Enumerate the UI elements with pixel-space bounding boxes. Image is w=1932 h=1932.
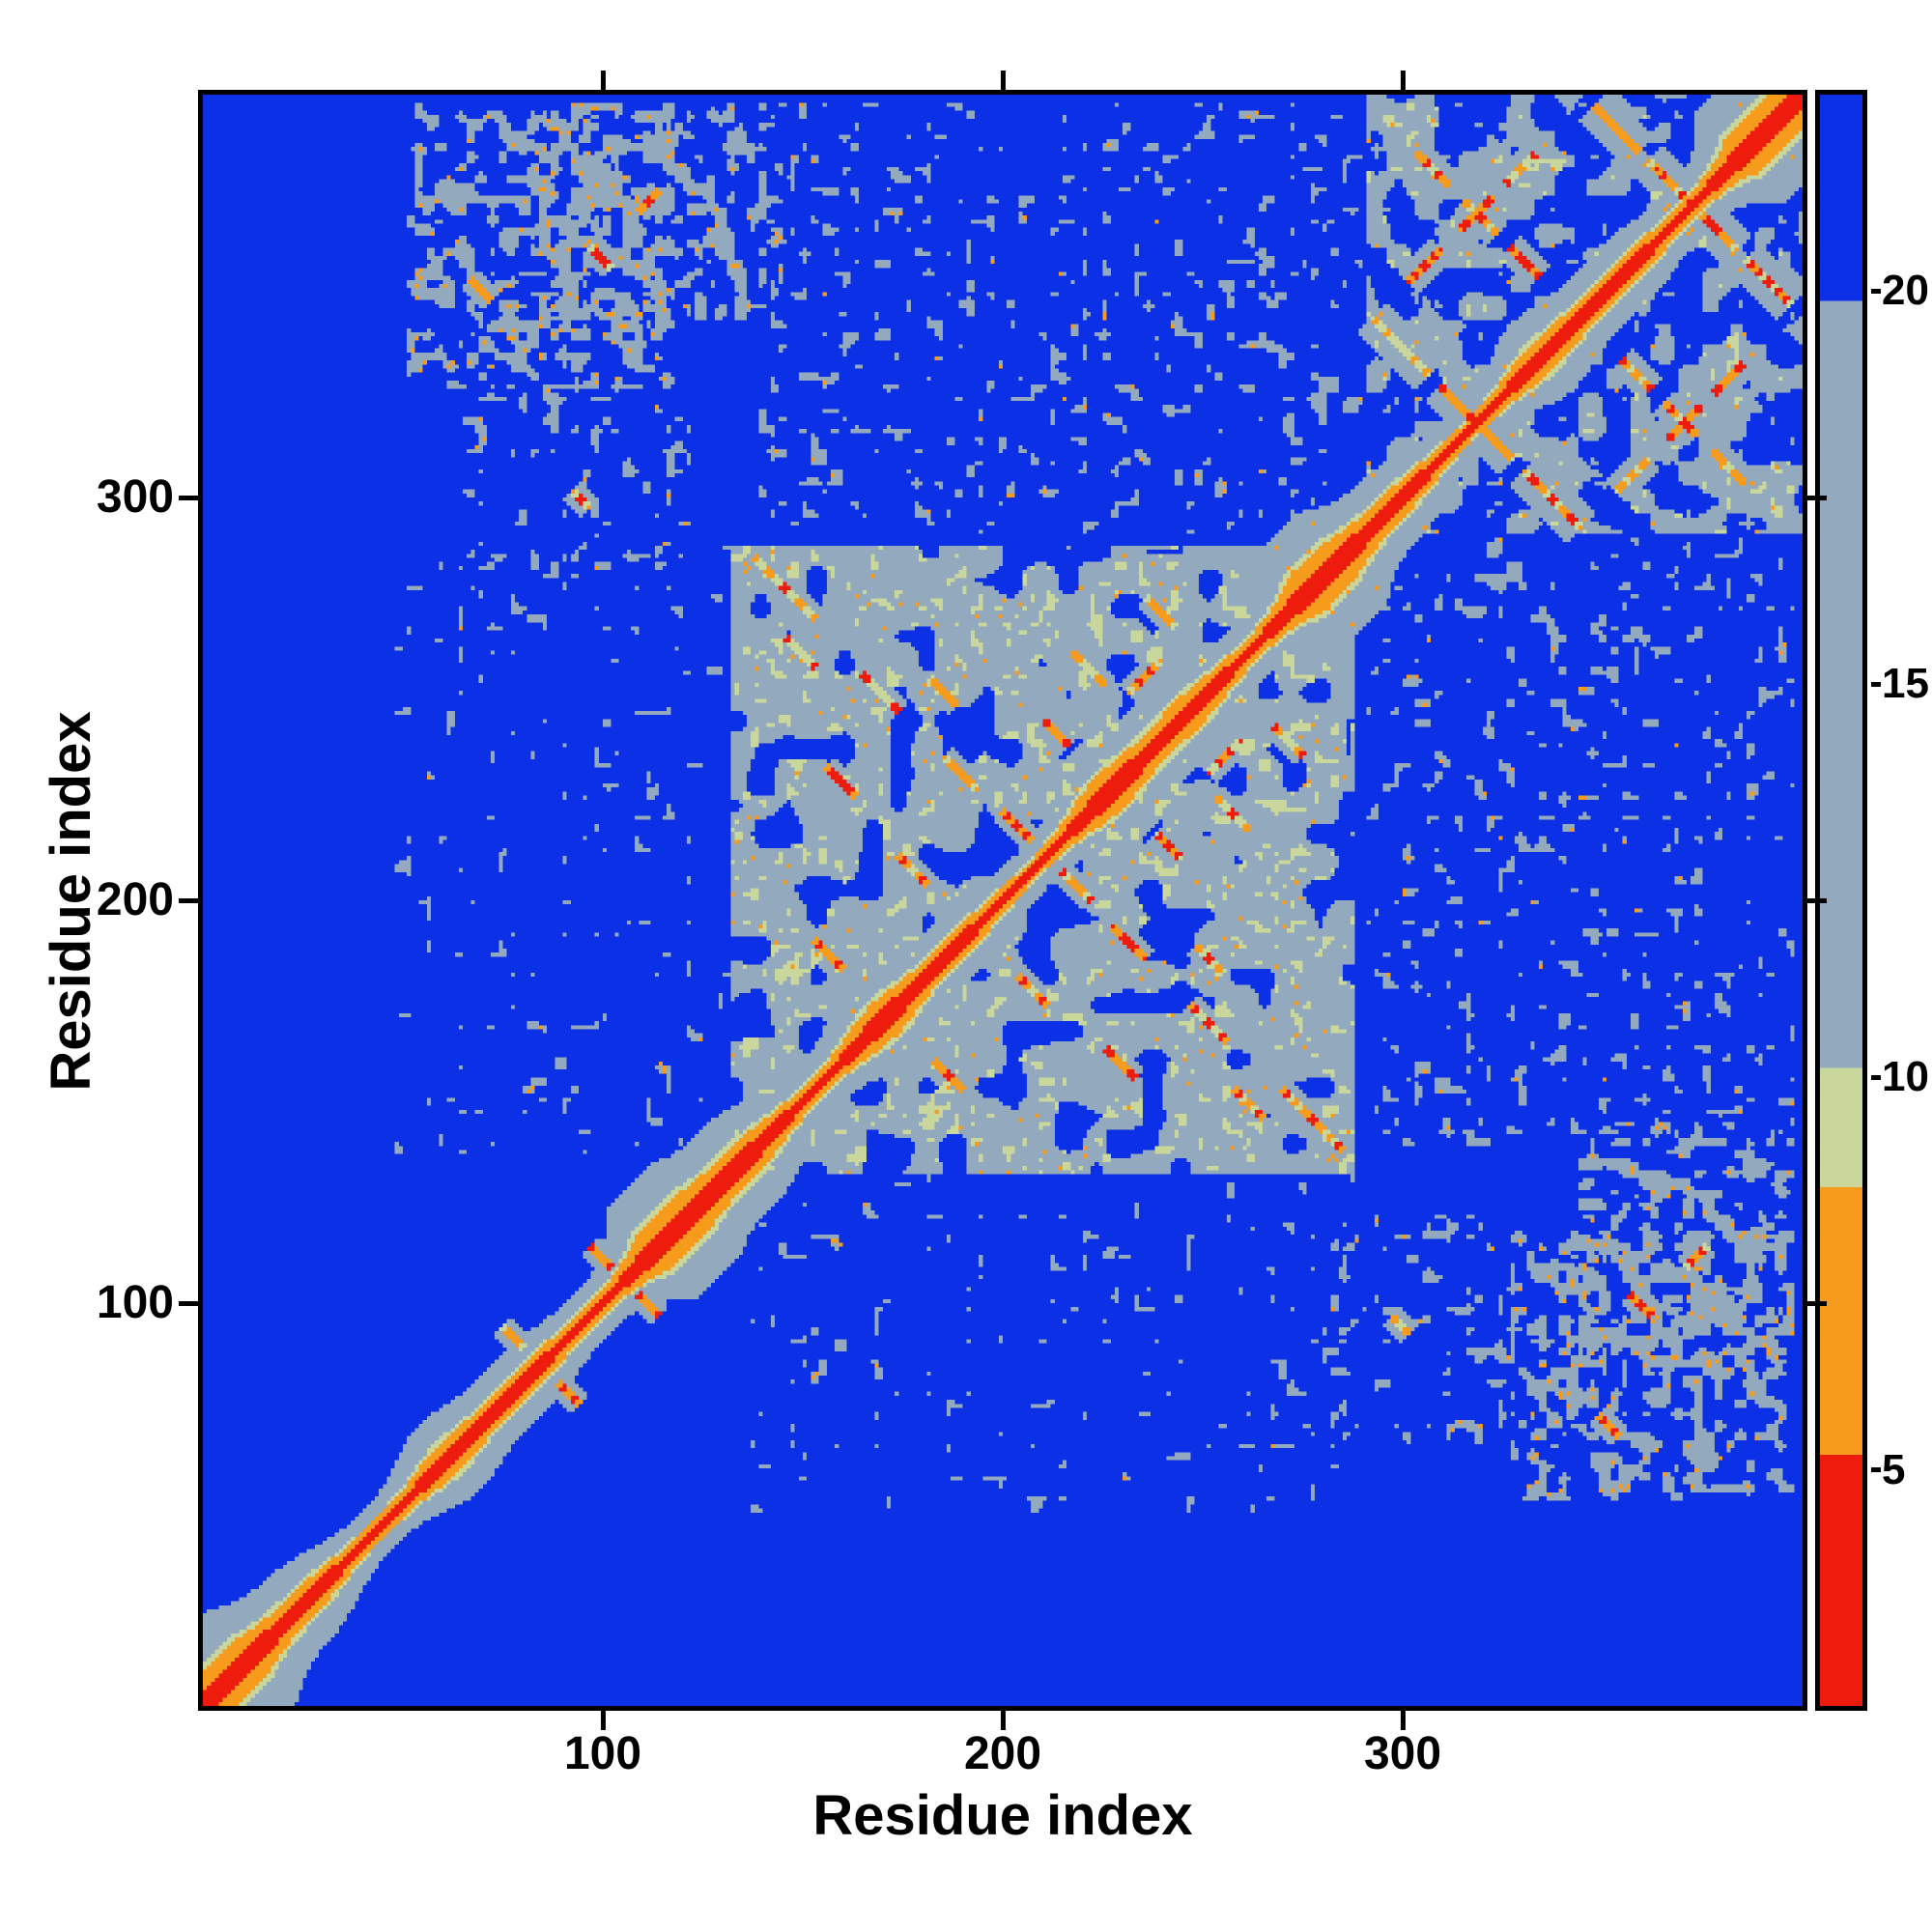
x-major-tick-bottom [1400,1711,1406,1730]
x-axis-label: Residue index [812,1784,1193,1847]
colorbar-tick [1871,1074,1881,1080]
x-major-tick-top [1000,71,1006,90]
y-major-tick-left [179,897,198,903]
y-major-tick-left [179,495,198,500]
x-major-tick-bottom [600,1711,606,1730]
colorbar-tick [1871,681,1881,687]
colorbar-tick-label: 10 [1882,1053,1929,1101]
y-tick-label: 300 [96,471,174,523]
x-major-tick-bottom [1000,1711,1006,1730]
y-tick-label: 200 [96,874,174,925]
x-tick-label: 100 [563,1728,642,1779]
y-tick-label: 100 [96,1277,174,1328]
y-major-tick-left [179,1300,198,1306]
y-major-tick-right [1807,495,1827,500]
x-tick-label: 200 [963,1728,1042,1779]
y-major-tick-right [1807,1300,1827,1306]
colorbar-tick [1871,1467,1881,1473]
colorbar-tick-label: 20 [1882,267,1929,315]
colorbar-tick [1871,288,1881,294]
y-major-tick-right [1807,897,1827,903]
x-major-tick-top [600,71,606,90]
x-tick-label: 300 [1363,1728,1442,1779]
x-major-tick-top [1400,71,1406,90]
heatmap-canvas [203,95,1803,1706]
colorbar-tick-label: 5 [1882,1445,1906,1493]
colorbar-tick-label: 15 [1882,660,1929,708]
colorbar [1820,95,1862,1706]
